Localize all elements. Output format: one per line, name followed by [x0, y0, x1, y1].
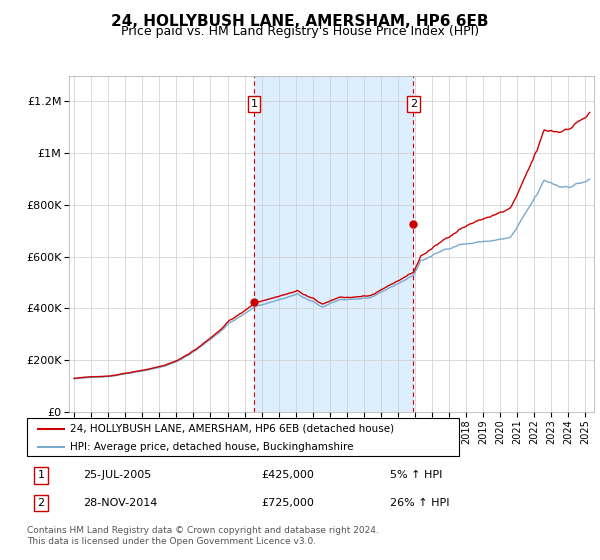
Text: 25-JUL-2005: 25-JUL-2005 [83, 470, 151, 480]
Bar [254, 76, 413, 412]
Text: 24, HOLLYBUSH LANE, AMERSHAM, HP6 6EB: 24, HOLLYBUSH LANE, AMERSHAM, HP6 6EB [111, 14, 489, 29]
Text: 1: 1 [251, 99, 257, 109]
Text: HPI: Average price, detached house, Buckinghamshire: HPI: Average price, detached house, Buck… [70, 442, 354, 452]
Text: 1: 1 [37, 470, 44, 480]
Text: £725,000: £725,000 [262, 498, 314, 508]
Text: 24, HOLLYBUSH LANE, AMERSHAM, HP6 6EB (detached house): 24, HOLLYBUSH LANE, AMERSHAM, HP6 6EB (d… [70, 424, 394, 434]
Text: 26% ↑ HPI: 26% ↑ HPI [390, 498, 449, 508]
Text: Contains HM Land Registry data © Crown copyright and database right 2024.
This d: Contains HM Land Registry data © Crown c… [27, 526, 379, 546]
Text: 5% ↑ HPI: 5% ↑ HPI [390, 470, 442, 480]
Text: £425,000: £425,000 [262, 470, 314, 480]
Text: 28-NOV-2014: 28-NOV-2014 [83, 498, 157, 508]
Text: Price paid vs. HM Land Registry's House Price Index (HPI): Price paid vs. HM Land Registry's House … [121, 25, 479, 38]
Text: 2: 2 [37, 498, 44, 508]
Text: 2: 2 [410, 99, 417, 109]
